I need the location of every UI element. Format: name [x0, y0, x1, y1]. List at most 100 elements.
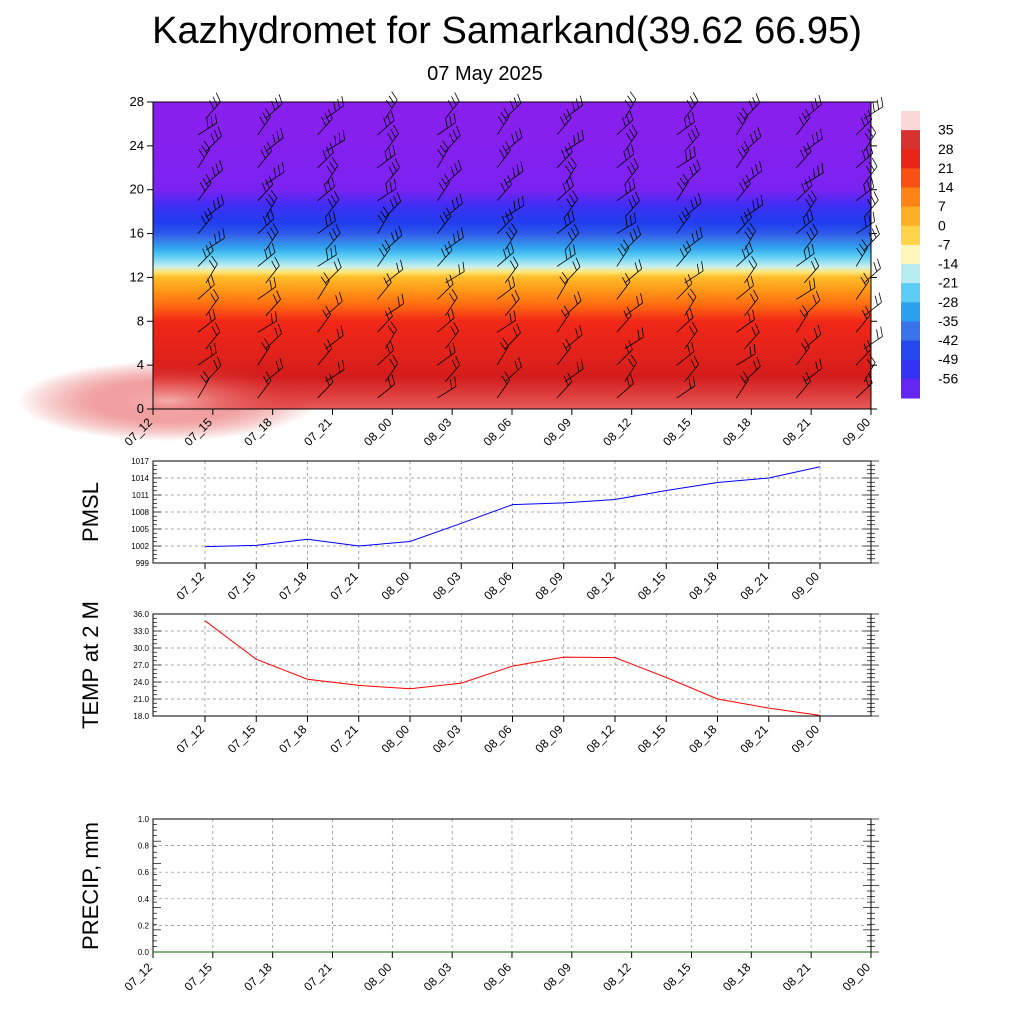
x-tick-label: 08_18 — [720, 960, 754, 994]
x-tick-label: 08_00 — [361, 960, 395, 994]
wind-barb — [556, 244, 576, 267]
wind-barb — [265, 357, 284, 382]
wind-barb — [205, 289, 219, 317]
colorbar-label: 35 — [938, 122, 954, 138]
wind-barb — [616, 272, 631, 300]
wind-barb — [684, 227, 703, 251]
x-tick-label: 08_21 — [737, 569, 771, 603]
y-tick-label: 1002 — [131, 542, 149, 551]
wind-barb — [325, 130, 345, 152]
wind-barb — [736, 275, 754, 300]
wind-barb — [736, 174, 751, 201]
y-tick-label: 33.0 — [133, 627, 149, 636]
wind-barb — [624, 354, 637, 382]
wind-barb — [445, 261, 465, 284]
wind-barb — [385, 259, 404, 284]
colorbar-label: 21 — [938, 160, 954, 176]
x-tick-label: 07_21 — [327, 569, 361, 603]
wind-barb — [437, 376, 457, 399]
wind-barb — [564, 129, 584, 152]
wind-barb — [317, 210, 336, 234]
chart-title: Kazhydromet for Samarkand(39.62 66.95) — [152, 10, 862, 52]
y-tick-label: 30.0 — [133, 644, 149, 653]
wind-barb — [676, 207, 690, 234]
wind-barb — [444, 288, 458, 317]
x-tick-label: 07_15 — [225, 722, 259, 756]
minor-ticks — [153, 460, 879, 564]
x-tick-label: 07_18 — [241, 960, 275, 994]
wind-barb — [385, 293, 405, 317]
wind-barb — [556, 338, 571, 366]
wind-barb — [556, 210, 575, 234]
wind-barb — [624, 225, 642, 251]
wind-barb — [257, 371, 272, 399]
wind-barb — [564, 291, 582, 317]
chart-subtitle: 07 May 2025 — [427, 63, 543, 85]
wind-barb — [863, 326, 883, 350]
colorbar-label: -28 — [938, 294, 958, 310]
colorbar-swatch — [901, 321, 920, 342]
y-tick-label: 20 — [130, 182, 144, 197]
wind-barb — [496, 310, 517, 333]
wind-barb — [325, 96, 345, 119]
warm-surface-area — [18, 361, 318, 441]
wind-barb — [744, 127, 762, 152]
wind-barb — [205, 194, 224, 218]
minor-ticks — [153, 613, 879, 717]
wind-barb — [325, 359, 345, 382]
wind-barb — [317, 305, 331, 333]
wind-barb — [804, 94, 822, 119]
x-tick-label: 08_00 — [361, 415, 395, 449]
wind-barb — [385, 354, 399, 382]
wind-barb — [504, 127, 523, 152]
wind-barb — [684, 193, 702, 218]
x-tick-label: 08_00 — [379, 722, 413, 756]
grid — [153, 461, 871, 563]
y-tick-label: 36.0 — [133, 610, 149, 619]
wind-barb — [385, 158, 401, 185]
wind-barb — [325, 157, 338, 185]
wind-barb — [744, 256, 758, 284]
wind-barb — [736, 242, 753, 267]
series-line — [204, 620, 821, 716]
x-tick-label: 07_18 — [276, 569, 310, 603]
wind-barb — [257, 175, 274, 201]
wind-barb — [317, 272, 330, 300]
wind-barb — [744, 323, 760, 349]
wind-barb — [564, 95, 583, 119]
wind-barb — [325, 258, 342, 284]
wind-barb — [804, 163, 824, 185]
x-tick-label: 07_21 — [301, 415, 335, 449]
wind-barb — [265, 290, 281, 317]
minor-ticks — [153, 818, 879, 953]
y-tick-label: 999 — [136, 559, 150, 568]
wind-barb — [624, 293, 644, 317]
wind-barb — [564, 190, 578, 218]
x-tick-label: 08_03 — [430, 722, 464, 756]
wind-barb — [804, 128, 823, 152]
wind-barb — [744, 161, 763, 185]
colorbar-swatch — [901, 378, 920, 399]
y-tick-label: 8 — [137, 313, 144, 328]
x-tick-label: 07_12 — [122, 960, 156, 994]
y-tick-label: 18.0 — [133, 712, 149, 721]
colorbar-label: 28 — [938, 141, 954, 157]
colorbar-swatch — [901, 225, 920, 246]
colorbar-swatch — [901, 340, 920, 361]
colorbar-swatch — [901, 264, 920, 284]
wind-barb — [325, 190, 340, 218]
wind-barb — [684, 261, 704, 284]
x-tick-label: 09_00 — [789, 569, 823, 603]
wind-barb — [504, 357, 522, 382]
wind-barb — [676, 146, 696, 169]
wind-barb — [377, 273, 392, 300]
y-axis-label: PRECIP, mm — [78, 822, 103, 950]
x-tick-label: 08_09 — [532, 569, 566, 603]
x-tick-label: 08_21 — [737, 722, 771, 756]
wind-barb — [437, 240, 453, 267]
wind-barb — [504, 195, 525, 218]
wind-barb — [377, 374, 395, 399]
wind-barb — [624, 191, 640, 218]
y-axis-label: PMSL — [78, 482, 103, 542]
